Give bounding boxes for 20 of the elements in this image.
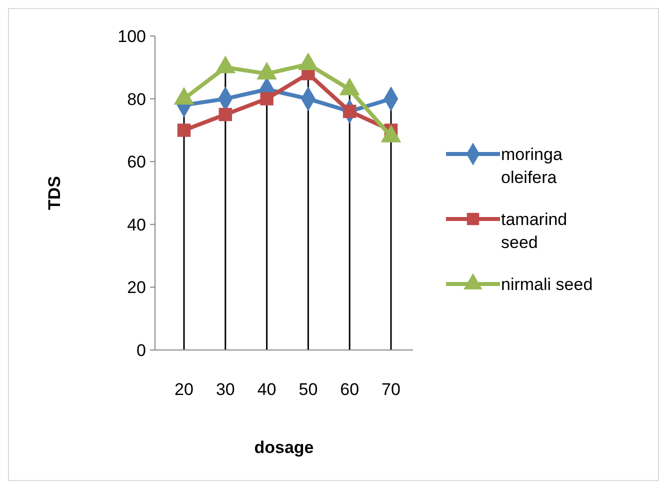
y-tick-label: 60 [127, 152, 146, 172]
y-tick-label: 80 [127, 90, 146, 109]
y-tick-label: 0 [136, 340, 146, 360]
x-tick-label: 60 [340, 380, 360, 399]
x-tick-label: 40 [257, 380, 276, 399]
y-tick-label: 40 [127, 215, 146, 234]
point [260, 92, 274, 106]
point [177, 124, 191, 137]
x-axis-title: dosage [254, 438, 314, 457]
x-tick-label: 70 [382, 380, 400, 399]
y-axis-title: TDS [45, 176, 64, 210]
x-tick-label: 30 [216, 380, 235, 399]
point [218, 108, 232, 122]
legend-label: nirmali seed [501, 274, 593, 294]
y-tick-label: 100 [118, 26, 146, 46]
y-tick-label: 20 [127, 278, 146, 298]
x-tick-label: 20 [174, 380, 194, 399]
legend-label: tamarind seed [501, 210, 568, 252]
legend-label: moringa oleifera [501, 144, 563, 187]
x-tick-label: 50 [298, 380, 318, 399]
